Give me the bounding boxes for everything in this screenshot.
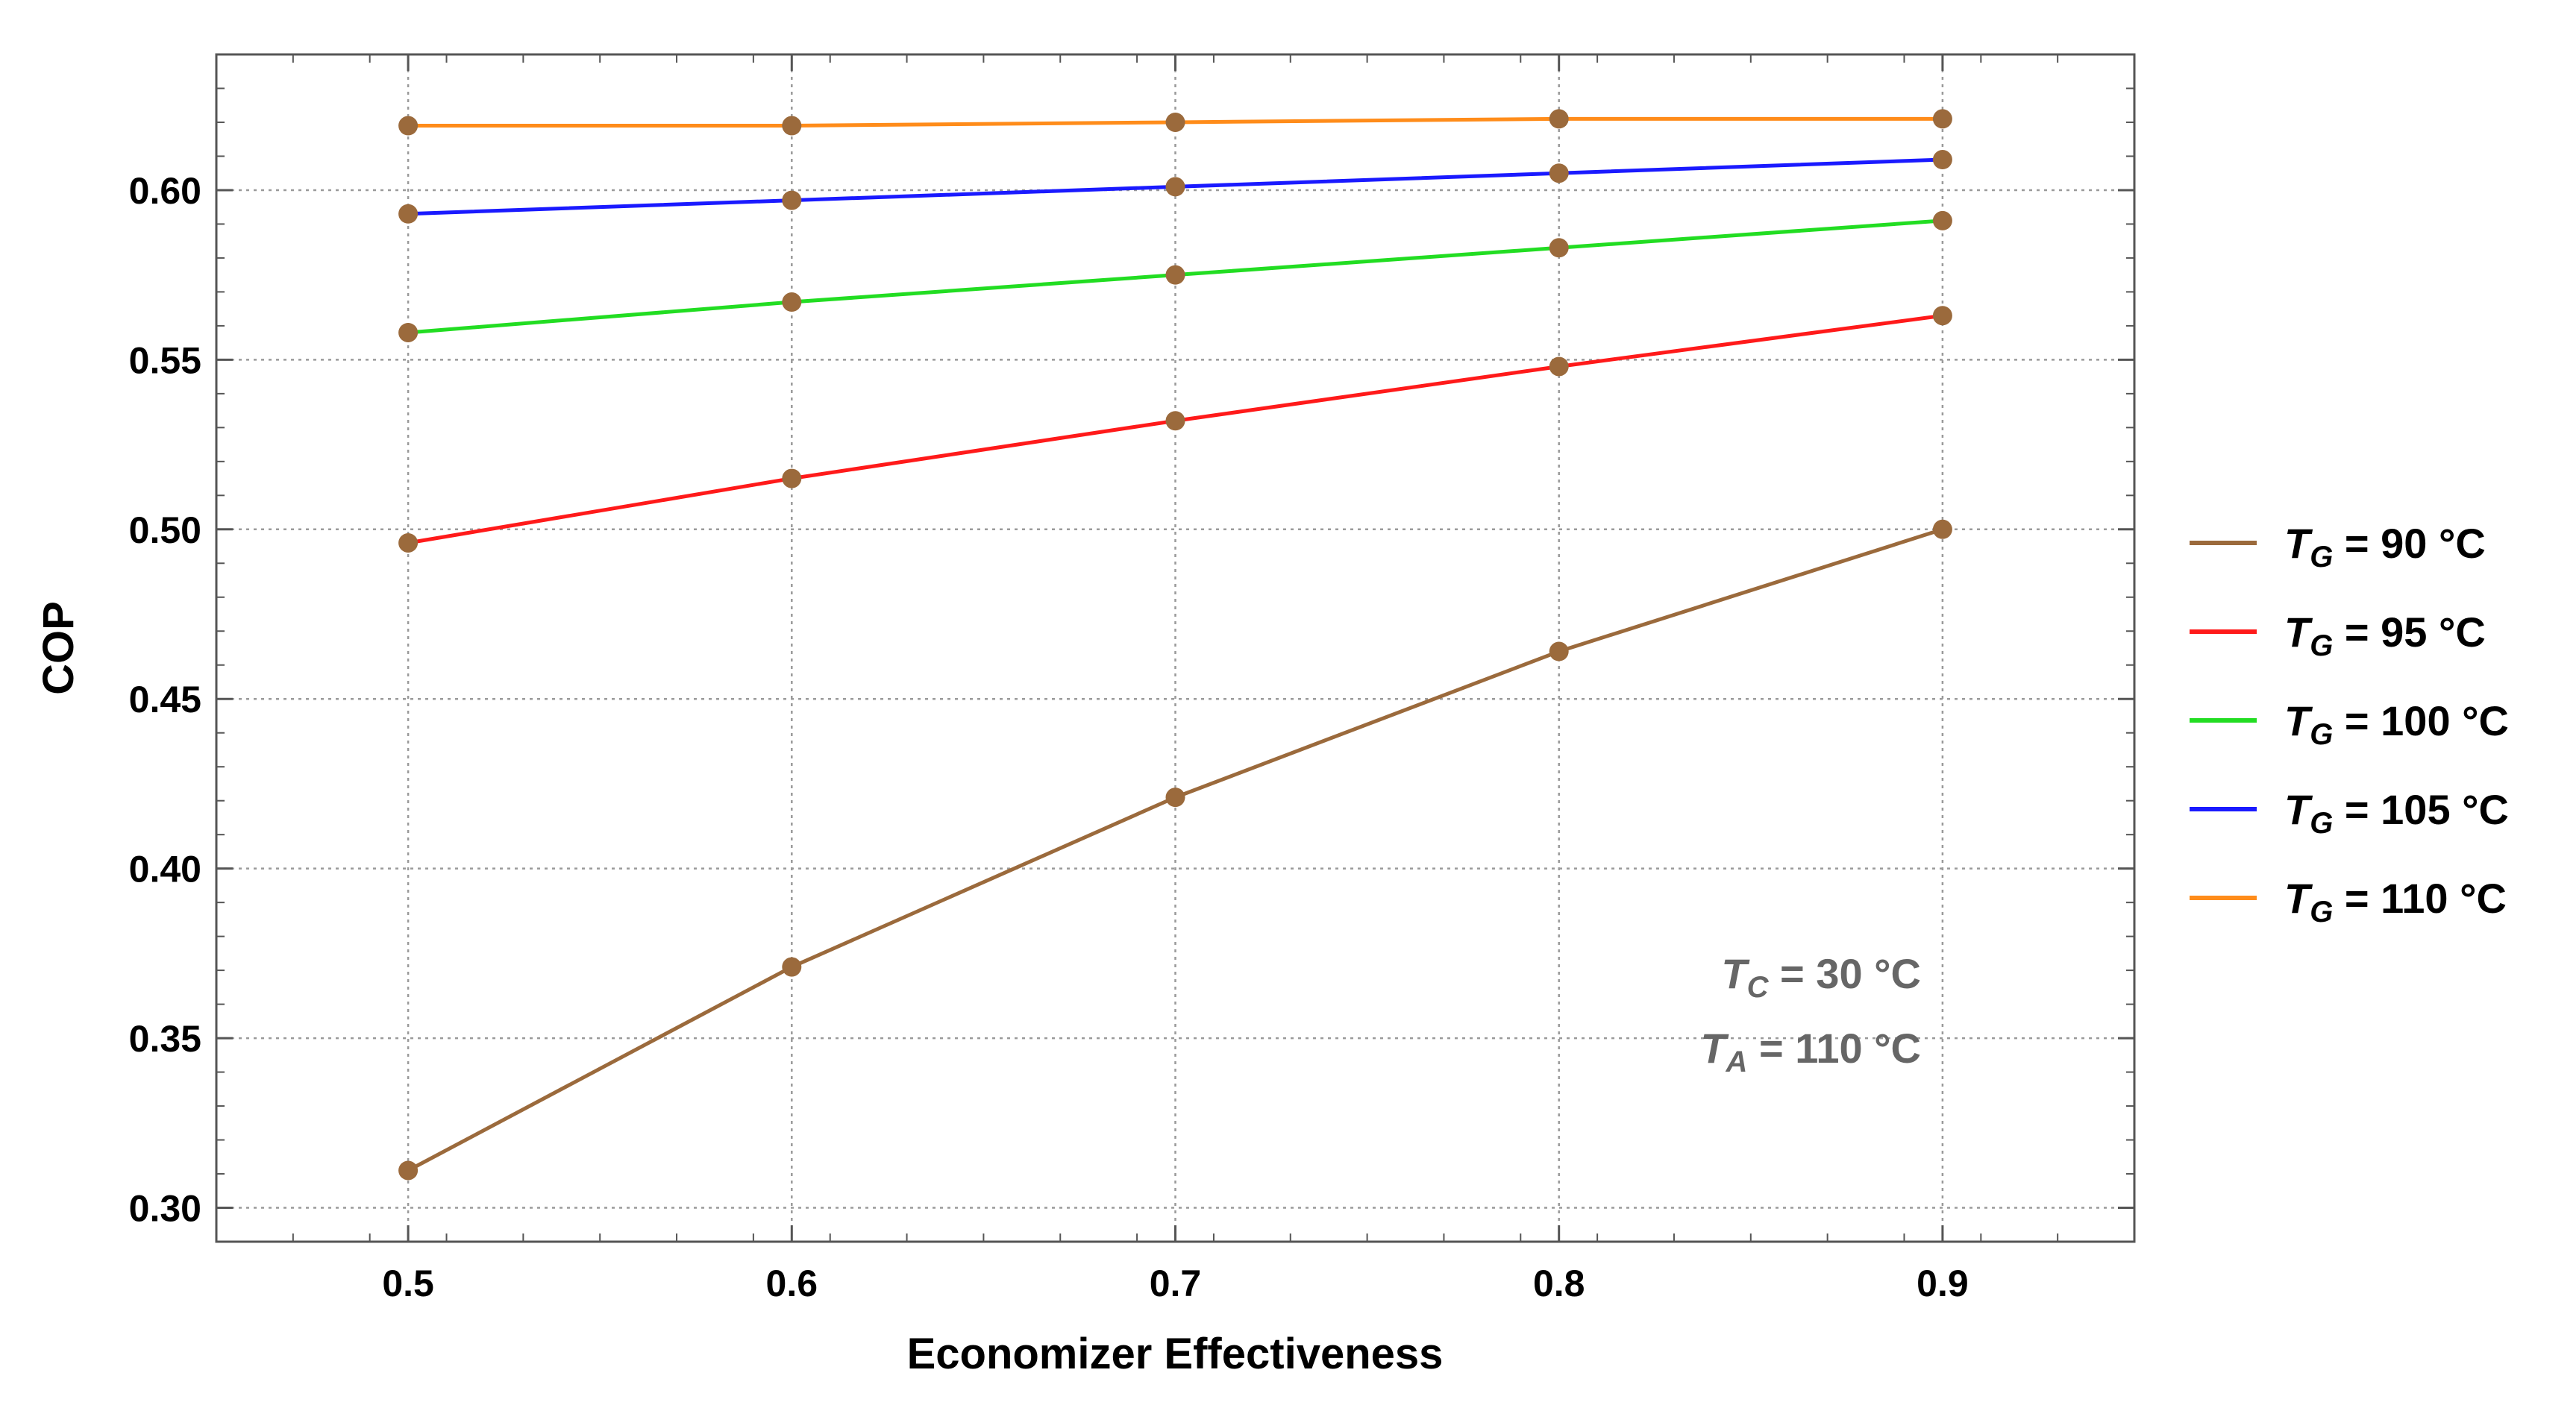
x-tick-label: 0.7 (1150, 1263, 1202, 1304)
x-tick-label: 0.8 (1533, 1263, 1585, 1304)
annotation-text: TC = 30 °C (1721, 950, 1921, 1004)
legend-label: TG = 105 °C (2284, 786, 2509, 840)
x-tick-labels: 0.5 0.6 0.7 0.8 0.9 (382, 1263, 1968, 1304)
y-tick-label: 0.35 (129, 1018, 201, 1060)
data-point (1165, 265, 1185, 285)
y-tick-label: 0.60 (129, 170, 201, 212)
minor-ticks (216, 54, 2135, 1242)
data-point (1932, 109, 1952, 129)
data-point (782, 957, 802, 977)
legend-label: TG = 100 °C (2284, 697, 2509, 751)
annotations: TC = 30 °C TA = 110 °C (1700, 950, 1921, 1078)
y-tick-label: 0.50 (129, 509, 201, 551)
data-point (398, 1160, 419, 1181)
data-point (1549, 238, 1569, 258)
data-point (782, 292, 802, 312)
x-tick-label: 0.6 (766, 1263, 818, 1304)
y-tick-label: 0.45 (129, 679, 201, 720)
data-point (1165, 411, 1185, 431)
data-point (1549, 163, 1569, 183)
data-point (1932, 150, 1952, 170)
y-tick-label: 0.40 (129, 849, 201, 890)
data-point (398, 532, 419, 553)
data-point (398, 204, 419, 224)
x-tick-label: 0.9 (1917, 1263, 1969, 1304)
y-tick-label: 0.55 (129, 339, 201, 381)
data-point (782, 190, 802, 210)
data-point (1549, 356, 1569, 377)
y-tick-labels: 0.30 0.35 0.40 0.45 0.50 0.55 0.60 (129, 170, 201, 1230)
x-tick-label: 0.5 (382, 1263, 434, 1304)
data-point (1932, 306, 1952, 326)
data-point (1549, 109, 1569, 129)
legend-label: TG = 95 °C (2284, 609, 2486, 662)
legend-label: TG = 90 °C (2284, 520, 2486, 573)
data-point (1165, 177, 1185, 197)
legend: TG = 90 °C TG = 95 °C TG = 100 °C TG = 105 … (2190, 520, 2509, 928)
data-point (398, 116, 419, 136)
data-point (1932, 519, 1952, 539)
data-point (782, 116, 802, 136)
data-point (1165, 788, 1185, 808)
legend-label: TG = 110 °C (2284, 875, 2507, 928)
data-point (1932, 210, 1952, 230)
y-tick-label: 0.30 (129, 1188, 201, 1230)
grid (216, 54, 2134, 1242)
series-markers (398, 109, 1952, 1181)
data-point (1165, 112, 1185, 132)
y-axis-label: COP (34, 601, 83, 695)
data-point (782, 468, 802, 488)
annotation-text: TA = 110 °C (1700, 1025, 1921, 1078)
data-point (1549, 641, 1569, 661)
x-axis-label: Economizer Effectiveness (907, 1330, 1444, 1378)
data-point (398, 322, 419, 342)
